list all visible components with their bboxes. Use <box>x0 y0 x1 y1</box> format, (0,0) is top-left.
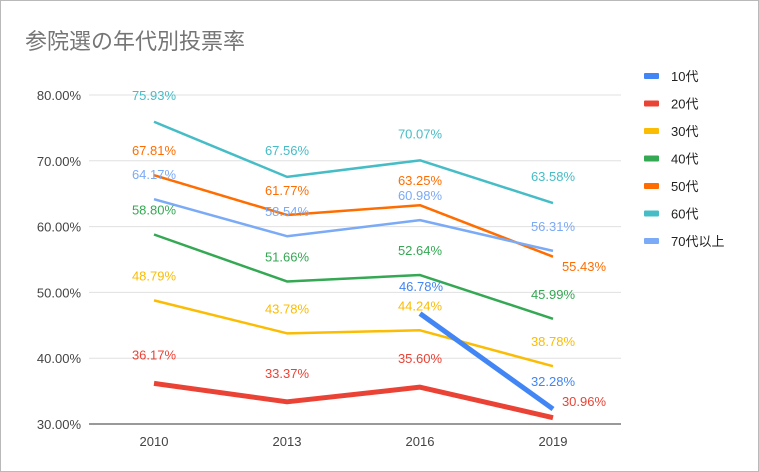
data-label: 35.60% <box>398 351 443 366</box>
legend-swatch <box>644 128 659 134</box>
data-label: 52.64% <box>398 243 443 258</box>
data-label: 44.24% <box>398 298 443 313</box>
data-label: 55.43% <box>562 259 607 274</box>
y-axis: 30.00% 40.00% 50.00% 60.00% 70.00% 80.00% <box>37 88 82 432</box>
legend-swatch <box>644 100 659 107</box>
legend-swatch <box>644 238 659 244</box>
x-tick-label: 2010 <box>140 434 169 449</box>
data-label: 64.17% <box>132 167 177 182</box>
x-tick-label: 2013 <box>273 434 302 449</box>
y-tick-label: 40.00% <box>37 351 82 366</box>
data-label: 63.58% <box>531 169 576 184</box>
data-label: 43.78% <box>265 301 310 316</box>
series-line <box>418 311 555 412</box>
x-tick-label: 2016 <box>406 434 435 449</box>
legend-label: 70代以上 <box>671 234 724 249</box>
data-label: 58.80% <box>132 202 177 217</box>
data-label: 45.99% <box>531 287 576 302</box>
legend-label: 30代 <box>671 124 698 139</box>
data-label: 33.37% <box>265 366 310 381</box>
data-label: 75.93% <box>132 88 177 103</box>
data-label: 63.25% <box>398 173 443 188</box>
data-label: 70.07% <box>398 126 443 141</box>
series-line <box>153 299 554 368</box>
y-tick-label: 30.00% <box>37 417 82 432</box>
y-tick-label: 60.00% <box>37 220 82 235</box>
data-label: 61.77% <box>265 183 310 198</box>
y-tick-label: 50.00% <box>37 285 82 300</box>
legend-swatch <box>644 73 659 79</box>
legend-label: 20代 <box>671 97 698 112</box>
legend-label: 40代 <box>671 152 698 167</box>
legend-label: 10代 <box>671 69 698 84</box>
data-label: 32.28% <box>531 374 576 389</box>
legend-swatch <box>644 210 659 217</box>
legend-swatch <box>644 155 659 162</box>
series-line <box>153 120 554 205</box>
series-line <box>153 197 554 253</box>
x-tick-label: 2019 <box>539 434 568 449</box>
series-line <box>153 380 554 421</box>
legend-label: 50代 <box>671 179 698 194</box>
chart-title: 参院選の年代別投票率 <box>25 29 245 54</box>
legend: 10代 20代 30代 40代 50代 60代 70代以上 <box>644 69 724 249</box>
data-label: 51.66% <box>265 249 310 264</box>
y-tick-label: 70.00% <box>37 154 82 169</box>
data-label: 67.81% <box>132 143 177 158</box>
data-label: 60.98% <box>398 188 443 203</box>
data-label: 58.54% <box>265 204 310 219</box>
data-labels: 46.78% 32.28% 36.17% 33.37% 35.60% 30.96% 48.7… <box>132 88 607 409</box>
series-line <box>153 233 554 320</box>
legend-label: 60代 <box>671 207 698 222</box>
gridlines <box>89 94 621 425</box>
data-label: 56.31% <box>531 219 576 234</box>
legend-swatch <box>644 183 659 189</box>
x-axis: 2010 2013 2016 2019 <box>140 434 568 449</box>
data-label: 38.78% <box>531 334 576 349</box>
series-lines <box>153 120 555 421</box>
data-label: 48.79% <box>132 268 177 283</box>
data-label: 67.56% <box>265 143 310 158</box>
series-line <box>153 174 554 258</box>
y-tick-label: 80.00% <box>37 88 82 103</box>
data-label: 30.96% <box>562 394 607 409</box>
data-label: 36.17% <box>132 347 177 362</box>
data-label: 46.78% <box>399 279 444 294</box>
